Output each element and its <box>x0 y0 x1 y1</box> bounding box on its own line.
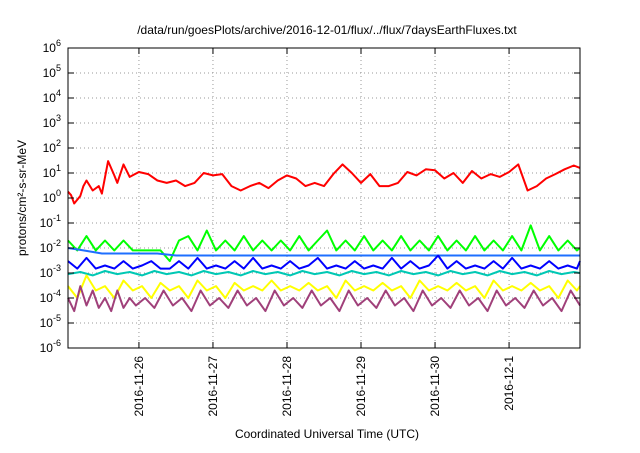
y-tick-exponent: 5 <box>56 63 61 73</box>
y-tick-exponent: -4 <box>53 288 61 298</box>
y-axis-ticks: 10-610-510-410-310-210-11001011021031041… <box>40 38 580 355</box>
y-tick-base: 10 <box>43 116 57 130</box>
y-tick-exponent: 3 <box>56 113 61 123</box>
y-tick-label: 10-2 <box>40 238 61 255</box>
y-tick-label: 105 <box>43 63 61 80</box>
y-tick-base: 10 <box>40 216 54 230</box>
y-tick-label: 10-5 <box>40 313 61 330</box>
data-series <box>67 160 581 313</box>
y-tick-exponent: -1 <box>53 213 61 223</box>
y-tick-label: 104 <box>43 88 61 105</box>
x-tick-label: 2016-12-1 <box>502 356 516 411</box>
y-tick-exponent: -6 <box>53 338 61 348</box>
series-line-1 <box>67 160 581 205</box>
y-tick-label: 101 <box>43 163 61 180</box>
y-tick-label: 106 <box>43 38 61 55</box>
y-tick-label: 10-3 <box>40 263 61 280</box>
series-line-6 <box>67 274 581 299</box>
y-tick-exponent: -2 <box>53 238 61 248</box>
y-tick-exponent: -5 <box>53 313 61 323</box>
x-axis-label: Coordinated Universal Time (UTC) <box>235 427 419 441</box>
y-tick-base: 10 <box>43 91 57 105</box>
x-tick-label: 2016-11-30 <box>428 356 442 417</box>
chart-title: /data/run/goesPlots/archive/2016-12-01/f… <box>137 23 517 37</box>
series-line-3 <box>67 247 580 257</box>
series-line-5 <box>67 270 581 277</box>
y-tick-label: 100 <box>43 188 61 205</box>
series-line-2 <box>67 224 581 263</box>
y-tick-label: 10-6 <box>40 338 61 355</box>
y-tick-label: 10-1 <box>40 213 61 230</box>
y-tick-base: 10 <box>43 166 57 180</box>
y-tick-base: 10 <box>40 266 54 280</box>
x-tick-label: 2016-11-29 <box>354 356 368 417</box>
y-tick-base: 10 <box>43 141 57 155</box>
x-tick-label: 2016-11-27 <box>206 356 220 417</box>
y-tick-base: 10 <box>40 291 54 305</box>
x-axis-ticks: 2016-11-26 2016-11-27 2016-11-28 2016-11-29… <box>132 48 516 417</box>
y-tick-label: 10-4 <box>40 288 61 305</box>
series-line-4 <box>67 254 581 270</box>
y-tick-base: 10 <box>40 316 54 330</box>
y-tick-label: 103 <box>43 113 61 130</box>
y-tick-exponent: 6 <box>56 38 61 48</box>
y-tick-label: 102 <box>43 138 61 155</box>
y-tick-base: 10 <box>40 341 54 355</box>
y-tick-base: 10 <box>40 241 54 255</box>
y-tick-base: 10 <box>43 66 57 80</box>
y-tick-base: 10 <box>43 41 57 55</box>
y-tick-exponent: 4 <box>56 88 61 98</box>
y-tick-exponent: -3 <box>53 263 61 273</box>
x-tick-label: 2016-11-28 <box>280 356 294 417</box>
y-tick-exponent: 2 <box>56 138 61 148</box>
y-axis-label: protons/cm²-s-sr-MeV <box>15 140 29 256</box>
x-tick-label: 2016-11-26 <box>132 356 146 417</box>
y-tick-base: 10 <box>43 191 57 205</box>
y-tick-exponent: 0 <box>56 188 61 198</box>
series-line-7 <box>67 285 581 313</box>
y-tick-exponent: 1 <box>56 163 61 173</box>
